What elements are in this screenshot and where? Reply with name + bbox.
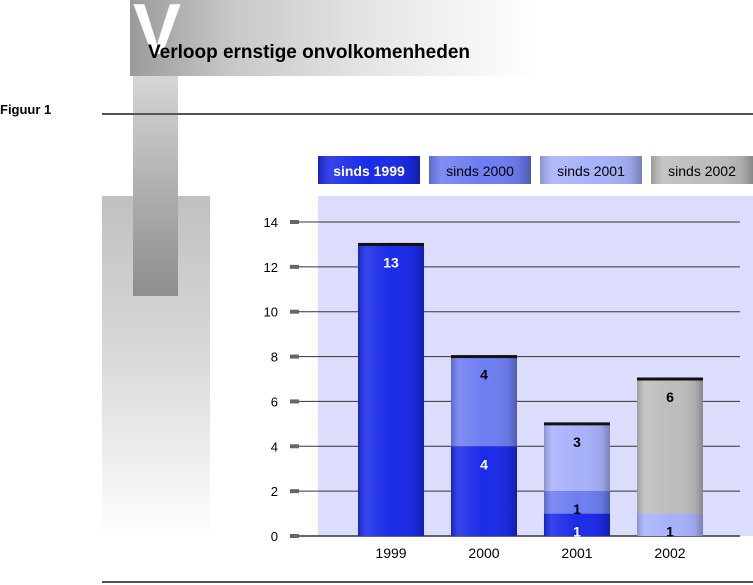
x-category-label: 2002 — [654, 545, 685, 561]
bar-top-cap — [544, 422, 610, 426]
data-label: 4 — [480, 456, 488, 472]
legend-label: sinds 2001 — [557, 163, 625, 179]
bar-top-cap — [637, 377, 703, 381]
bar-top-cap — [451, 355, 517, 359]
y-tick-mark — [290, 534, 299, 538]
data-label: 4 — [480, 367, 488, 383]
y-tick-label: 8 — [271, 350, 278, 365]
data-label: 1 — [573, 524, 581, 540]
page-title: Verloop ernstige onvolkomenheden — [148, 42, 471, 63]
bar-segment-shade — [544, 423, 610, 492]
y-tick-mark — [290, 399, 299, 404]
bar-segment-shade — [358, 244, 424, 536]
title-banner — [130, 0, 536, 76]
data-label: 13 — [383, 254, 399, 270]
legend-label: sinds 1999 — [333, 163, 405, 179]
y-tick-label: 10 — [264, 305, 278, 320]
y-tick-mark — [290, 309, 299, 314]
data-label: 3 — [573, 434, 581, 450]
bar-segment-shade — [637, 379, 703, 514]
y-tick-label: 4 — [271, 439, 278, 454]
y-tick-mark — [290, 444, 299, 449]
x-category-label: 2000 — [468, 545, 499, 561]
x-category-label: 2001 — [561, 545, 592, 561]
y-tick-label: 0 — [271, 529, 278, 544]
y-tick-mark — [290, 489, 299, 494]
y-tick-label: 14 — [264, 215, 278, 230]
legend-label: sinds 2000 — [446, 163, 514, 179]
bar-segment-shade — [451, 356, 517, 447]
legend-label: sinds 2002 — [668, 163, 736, 179]
legend-swatch-shade — [651, 156, 753, 184]
bottom-rule — [102, 581, 753, 583]
y-tick-label: 2 — [271, 484, 278, 499]
legend-swatch-shade — [540, 156, 642, 184]
data-label: 1 — [573, 501, 581, 517]
top-rule — [102, 113, 753, 115]
data-label: 1 — [666, 524, 674, 540]
figure-label: Figuur 1 — [0, 102, 52, 117]
bar-top-cap — [358, 242, 424, 246]
y-tick-mark — [290, 264, 299, 269]
bar-segment-shade — [451, 446, 517, 536]
bar-segment-shade — [637, 513, 703, 536]
bar-segment-shade — [544, 513, 610, 536]
decorative-gray-bar — [133, 76, 178, 296]
y-tick-mark — [290, 354, 299, 359]
legend-swatch-shade — [318, 156, 420, 184]
bar-segment-shade — [544, 491, 610, 514]
y-tick-label: 6 — [271, 394, 278, 409]
decorative-letter: V — [133, 0, 182, 70]
y-tick-label: 12 — [264, 260, 278, 275]
y-tick-mark — [290, 220, 299, 224]
data-label: 6 — [666, 389, 674, 405]
x-category-label: 1999 — [375, 545, 406, 561]
legend-swatch-shade — [429, 156, 531, 184]
